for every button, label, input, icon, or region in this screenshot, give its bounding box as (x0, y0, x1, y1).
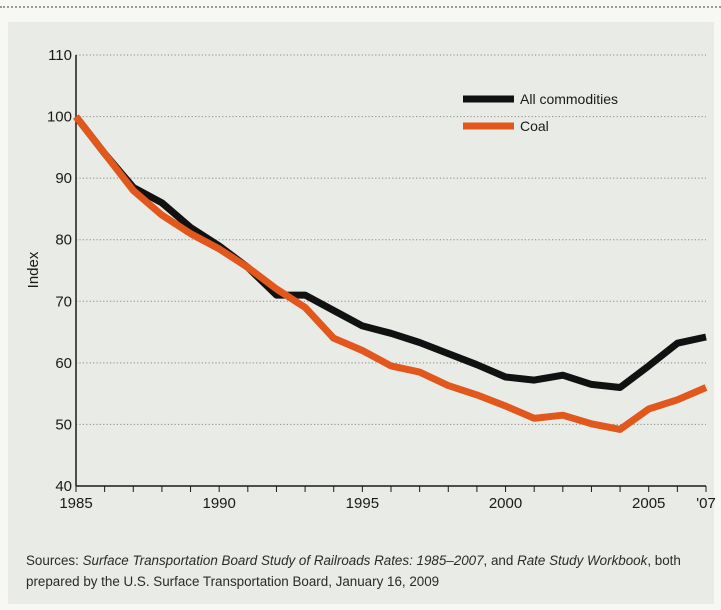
x-tick-label: 1990 (202, 495, 235, 512)
y-tick-label: 80 (55, 232, 72, 249)
sources-title-1: Surface Transportation Board Study of Ra… (82, 553, 484, 568)
series-lines (73, 114, 708, 433)
series-line-all-commodities (73, 114, 707, 391)
y-tick-label: 50 (55, 416, 72, 433)
y-tick-label: 40 (55, 478, 72, 495)
y-tick-label: 100 (47, 109, 72, 126)
y-axis-title: Index (25, 251, 42, 288)
sources-middle: , and (483, 553, 518, 568)
y-tick-label: 60 (55, 355, 72, 372)
sources-title-2: Rate Study Workbook (517, 553, 648, 568)
sources-caption: Sources: Surface Transportation Board St… (26, 550, 716, 592)
legend-label: All commodities (520, 91, 618, 107)
y-axis-ticks: 40 50 60 70 80 90 100 110 (47, 47, 72, 495)
y-tick-label: 90 (55, 170, 72, 187)
chart-panel (8, 22, 714, 604)
x-tick-label: 2000 (489, 495, 522, 512)
y-tick-label: 110 (48, 47, 72, 64)
x-tick-label: 2005 (632, 495, 665, 512)
y-tick-label: 70 (55, 293, 72, 310)
sources-suffix: , both prepared by the U.S. Surface Tran… (26, 553, 681, 589)
sources-prefix: Sources: (26, 553, 83, 568)
x-tick-label: '07 (696, 495, 716, 512)
legend-label: Coal (520, 118, 549, 134)
series-line-coal (73, 114, 708, 433)
x-axis-ticks: 1985 1990 1995 2000 2005 '07 (59, 486, 716, 512)
legend: All commodities Coal (463, 91, 618, 134)
top-dotted-rule (0, 6, 721, 8)
x-tick-label: 1995 (346, 495, 379, 512)
axes (75, 55, 706, 487)
x-tick-label: 1985 (59, 495, 92, 512)
